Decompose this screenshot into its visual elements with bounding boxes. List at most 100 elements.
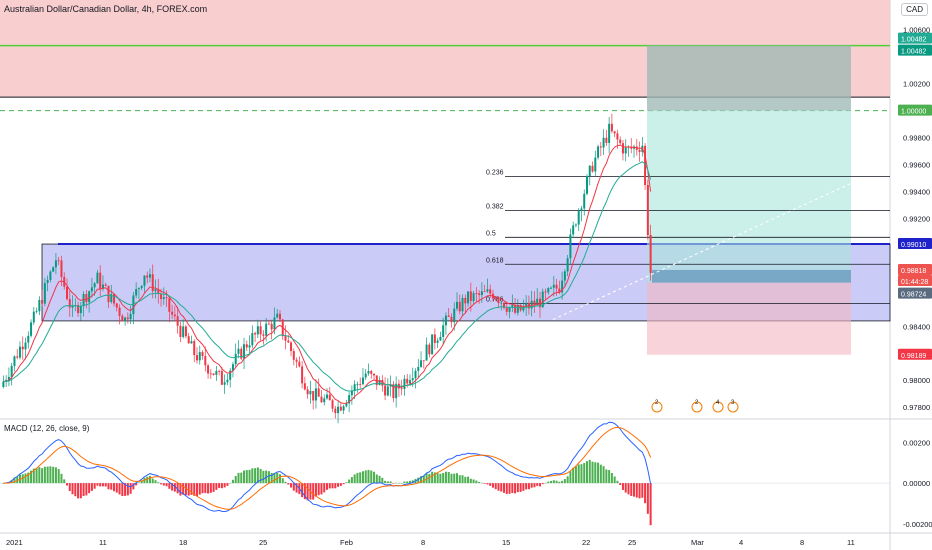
candle-74 (207, 363, 210, 379)
candle-178 (494, 296, 497, 301)
candle-118 (328, 386, 331, 401)
candle-64 (179, 321, 182, 342)
candle-190 (527, 295, 530, 315)
price-label-bg-6 (898, 287, 932, 299)
currency-badge[interactable]: CAD (901, 3, 928, 16)
macd-bar-41 (115, 483, 118, 493)
candle-0 (2, 375, 5, 389)
profit-zone (647, 45, 851, 283)
candle-6 (18, 341, 21, 360)
macd-bar-172 (478, 482, 481, 484)
macd-bar-69 (193, 483, 196, 496)
candle-90 (251, 325, 254, 349)
candle-52 (146, 271, 149, 284)
candle-162 (450, 313, 453, 328)
ema-slow-line (3, 161, 652, 392)
macd-bar-101 (281, 478, 284, 484)
price-tick-1: 1.00200 (903, 80, 930, 89)
candle-61 (171, 304, 174, 319)
macd-indicator-label[interactable]: MACD (12, 26, close, 9) (4, 424, 90, 433)
candle-184 (511, 294, 514, 312)
macd-bar-39 (110, 483, 113, 490)
macd-bar-163 (453, 473, 456, 484)
macd-bar-14 (41, 468, 44, 484)
candle-167 (464, 294, 467, 314)
candle-10 (30, 319, 33, 338)
candle-116 (323, 394, 326, 406)
macd-bar-176 (489, 483, 492, 486)
macd-bar-166 (461, 475, 464, 484)
candle-123 (342, 404, 345, 415)
macd-bar-128 (356, 473, 359, 484)
candle-171 (475, 287, 478, 303)
macd-bar-49 (137, 482, 140, 484)
candle-107 (298, 356, 301, 368)
macd-bar-93 (259, 468, 262, 484)
candle-109 (303, 376, 306, 391)
candle-16 (46, 275, 49, 292)
macd-bar-209 (580, 464, 583, 484)
candle-192 (533, 291, 536, 313)
candle-131 (364, 369, 367, 380)
price-label-bg-3 (898, 238, 932, 250)
ema-fast-line (3, 144, 652, 404)
macd-bar-94 (262, 470, 265, 484)
candle-17 (49, 270, 52, 283)
candle-175 (486, 278, 489, 293)
candle-180 (500, 301, 503, 311)
candle-3 (10, 362, 13, 386)
macd-bar-58 (162, 483, 165, 486)
fib-label-0: 0.236 (486, 170, 504, 177)
price-label-6: 0.98724 (901, 292, 926, 299)
macd-bar-4 (13, 477, 16, 484)
candle-24 (68, 290, 71, 317)
candle-209 (580, 206, 583, 222)
candle-157 (436, 337, 439, 348)
macd-bar-196 (544, 482, 547, 484)
candle-4 (13, 355, 16, 372)
macd-bar-7 (21, 474, 24, 484)
candle-200 (555, 278, 558, 296)
macd-bar-205 (569, 471, 572, 484)
candle-153 (425, 337, 428, 361)
projection-line (552, 182, 852, 321)
candle-129 (359, 377, 362, 389)
macd-bar-12 (35, 468, 38, 484)
candle-128 (356, 381, 359, 393)
macd-bar-189 (525, 483, 528, 490)
candle-88 (245, 340, 248, 351)
candle-110 (306, 386, 309, 399)
candle-207 (574, 223, 577, 228)
time-tick-0: 2021 (6, 538, 23, 547)
macd-bar-215 (597, 462, 600, 484)
candle-79 (220, 366, 223, 386)
economic-event-count-0: 2 (655, 400, 659, 406)
macd-bar-32 (90, 483, 93, 491)
macd-bar-198 (550, 480, 553, 484)
candle-14 (41, 289, 44, 307)
macd-bar-221 (613, 476, 616, 484)
candle-94 (262, 330, 265, 345)
macd-bar-165 (458, 475, 461, 484)
candle-101 (281, 318, 284, 340)
candle-164 (456, 292, 458, 312)
macd-bar-34 (96, 483, 99, 486)
macd-bar-169 (469, 478, 472, 484)
candle-54 (151, 264, 154, 299)
candle-216 (599, 141, 602, 157)
macd-bar-103 (287, 483, 290, 485)
macd-bar-229 (635, 483, 638, 498)
candle-160 (444, 312, 447, 335)
macd-bar-119 (331, 483, 334, 489)
macd-bar-135 (375, 474, 378, 484)
macd-bar-75 (209, 483, 212, 493)
macd-bar-191 (530, 483, 533, 488)
candle-62 (173, 306, 176, 322)
fib-label-3: 0.618 (486, 257, 504, 264)
macd-bar-131 (364, 470, 367, 484)
macd-bar-141 (392, 483, 395, 484)
macd-bar-139 (386, 481, 389, 484)
macd-bar-158 (439, 473, 442, 484)
chart-title: Australian Dollar/Canadian Dollar, 4h, F… (4, 4, 208, 14)
